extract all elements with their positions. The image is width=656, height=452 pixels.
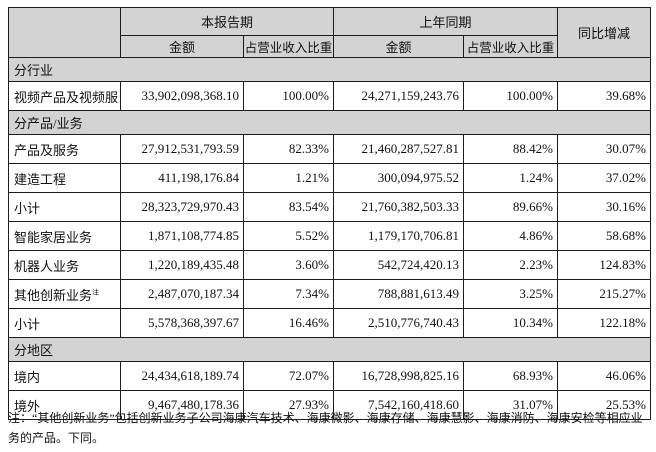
- cell-prior-amount: 1,179,170,706.81: [333, 221, 464, 251]
- row-label: 境外: [8, 390, 121, 420]
- cell-current-amount: 2,487,070,187.34: [120, 279, 244, 309]
- cell-current-amount: 27,912,531,793.59: [120, 134, 244, 164]
- table-row: 视频产品及视频服 33,902,098,368.10 100.00% 24,27…: [8, 81, 651, 111]
- cell-prior-amount: 21,460,287,527.81: [333, 134, 464, 164]
- cell-prior-pct: 3.25%: [463, 279, 558, 309]
- cell-current-amount: 1,871,108,774.85: [120, 221, 244, 251]
- section-row-by-region: 分地区: [8, 337, 651, 362]
- cell-yoy: 25.53%: [557, 390, 651, 420]
- row-label-text: 其他创新业务: [14, 287, 93, 303]
- footnote-line-1: 注：“其他创新业务”包括创新业务子公司海康汽车技术、海康微影、海康存储、海康慧影…: [8, 411, 643, 425]
- revenue-table-wrap: 本报告期 上年同期 同比增减 金额 占营业收入比重 金额 占营业收入比重 分行业…: [8, 7, 651, 420]
- cell-current-pct: 1.21%: [243, 163, 334, 193]
- table-row: 其他创新业务注 2,487,070,187.34 7.34% 788,881,6…: [8, 279, 651, 309]
- cell-current-amount: 28,323,729,970.43: [120, 192, 244, 222]
- section-title: 分产品/业务: [8, 110, 651, 135]
- cell-yoy: 30.16%: [557, 192, 651, 222]
- table-row: 建造工程 411,198,176.84 1.21% 300,094,975.52…: [8, 163, 651, 193]
- cell-prior-amount: 2,510,776,740.43: [333, 308, 464, 338]
- cell-current-pct: 7.34%: [243, 279, 334, 309]
- footnote: 注：“其他创新业务”包括创新业务子公司海康汽车技术、海康微影、海康存储、海康慧影…: [8, 408, 656, 448]
- cell-prior-pct: 88.42%: [463, 134, 558, 164]
- section-title: 分行业: [8, 57, 651, 82]
- footnote-line-2: 务的产品。下同。: [8, 431, 105, 445]
- cell-current-amount: 1,220,189,435.48: [120, 250, 244, 280]
- cell-prior-pct: 100.00%: [463, 81, 558, 111]
- cell-current-amount: 5,578,368,397.67: [120, 308, 244, 338]
- cell-yoy: 37.02%: [557, 163, 651, 193]
- cell-yoy: 30.07%: [557, 134, 651, 164]
- cell-prior-amount: 542,724,420.13: [333, 250, 464, 280]
- cell-yoy: 39.68%: [557, 81, 651, 111]
- table-row: 机器人业务 1,220,189,435.48 3.60% 542,724,420…: [8, 250, 651, 280]
- cell-prior-pct: 1.24%: [463, 163, 558, 193]
- table-row: 小计 5,578,368,397.67 16.46% 2,510,776,740…: [8, 308, 651, 338]
- table-corner-cell: [8, 7, 121, 58]
- header-pct-current: 占营业收入比重: [243, 35, 334, 58]
- table-row: 小计 28,323,729,970.43 83.54% 21,760,382,5…: [8, 192, 651, 222]
- row-label: 建造工程: [8, 163, 121, 193]
- cell-prior-amount: 21,760,382,503.33: [333, 192, 464, 222]
- cell-current-amount: 33,902,098,368.10: [120, 81, 244, 111]
- header-current-period: 本报告期: [120, 7, 334, 36]
- cell-prior-pct: 4.86%: [463, 221, 558, 251]
- footnote-marker: 注: [92, 288, 100, 297]
- row-label: 境内: [8, 361, 121, 391]
- cell-yoy: 215.27%: [557, 279, 651, 309]
- table-row: 境内 24,434,618,189.74 72.07% 16,728,998,8…: [8, 361, 651, 391]
- cell-current-amount: 9,467,480,178.36: [120, 390, 244, 420]
- row-label: 小计: [8, 192, 121, 222]
- cell-yoy: 46.06%: [557, 361, 651, 391]
- cell-prior-amount: 7,542,160,418.60: [333, 390, 464, 420]
- row-label: 其他创新业务注: [8, 279, 121, 309]
- cell-current-pct: 82.33%: [243, 134, 334, 164]
- cell-prior-pct: 68.93%: [463, 361, 558, 391]
- section-row-by-product: 分产品/业务: [8, 110, 651, 135]
- table-row: 智能家居业务 1,871,108,774.85 5.52% 1,179,170,…: [8, 221, 651, 251]
- cell-current-pct: 5.52%: [243, 221, 334, 251]
- header-prior-period: 上年同期: [333, 7, 558, 36]
- cell-current-pct: 100.00%: [243, 81, 334, 111]
- table-row: 境外 9,467,480,178.36 27.93% 7,542,160,418…: [8, 390, 651, 420]
- cell-prior-amount: 788,881,613.49: [333, 279, 464, 309]
- cell-yoy: 58.68%: [557, 221, 651, 251]
- header-pct-prior: 占营业收入比重: [463, 35, 558, 58]
- cell-yoy: 124.83%: [557, 250, 651, 280]
- section-title: 分地区: [8, 337, 651, 362]
- revenue-breakdown-table: 本报告期 上年同期 同比增减 金额 占营业收入比重 金额 占营业收入比重 分行业…: [8, 7, 651, 420]
- cell-prior-pct: 89.66%: [463, 192, 558, 222]
- header-amount-current: 金额: [120, 35, 244, 58]
- row-label: 产品及服务: [8, 134, 121, 164]
- cell-prior-pct: 2.23%: [463, 250, 558, 280]
- cell-current-amount: 411,198,176.84: [120, 163, 244, 193]
- row-label: 智能家居业务: [8, 221, 121, 251]
- cell-yoy: 122.18%: [557, 308, 651, 338]
- cell-prior-amount: 300,094,975.52: [333, 163, 464, 193]
- table-row: 产品及服务 27,912,531,793.59 82.33% 21,460,28…: [8, 134, 651, 164]
- cell-current-amount: 24,434,618,189.74: [120, 361, 244, 391]
- section-row-by-industry: 分行业: [8, 57, 651, 82]
- cell-current-pct: 16.46%: [243, 308, 334, 338]
- row-label: 机器人业务: [8, 250, 121, 280]
- row-label: 小计: [8, 308, 121, 338]
- row-label: 视频产品及视频服: [8, 81, 121, 111]
- cell-prior-amount: 16,728,998,825.16: [333, 361, 464, 391]
- cell-prior-amount: 24,271,159,243.76: [333, 81, 464, 111]
- header-amount-prior: 金额: [333, 35, 464, 58]
- cell-current-pct: 72.07%: [243, 361, 334, 391]
- cell-prior-pct: 10.34%: [463, 308, 558, 338]
- header-yoy-change: 同比增减: [557, 7, 651, 58]
- cell-current-pct: 3.60%: [243, 250, 334, 280]
- cell-current-pct: 83.54%: [243, 192, 334, 222]
